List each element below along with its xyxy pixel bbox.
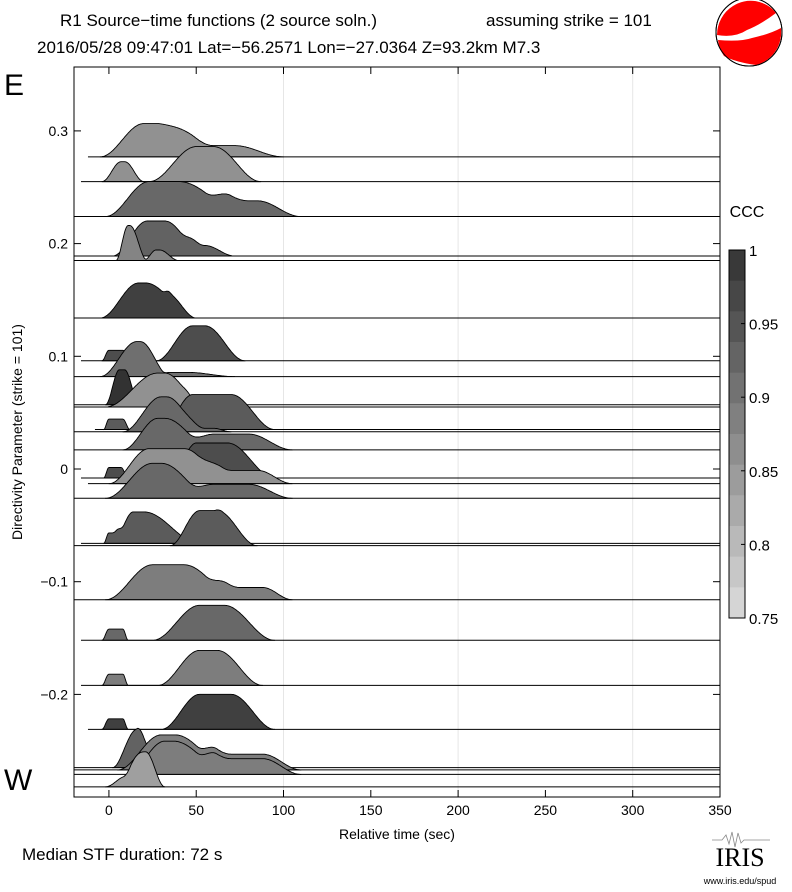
- stf-trace: [74, 417, 720, 451]
- x-axis-label: Relative time (sec): [339, 826, 455, 842]
- colorbar-step: [729, 495, 745, 527]
- colorbar-step: [729, 250, 745, 282]
- colorbar-step: [729, 556, 745, 588]
- y-tick-label: 0.3: [49, 123, 69, 139]
- east-label: E: [4, 69, 24, 102]
- stf-trace: [74, 740, 720, 775]
- stf-pulse: [99, 341, 236, 378]
- colorbar-tick-label: 1: [749, 243, 757, 260]
- colorbar-step: [729, 526, 745, 558]
- colorbar-step: [729, 434, 745, 466]
- stf-trace: [74, 341, 720, 378]
- stf-pulse: [104, 181, 302, 218]
- stf-pulse: [104, 372, 206, 408]
- x-tick-label: 300: [621, 802, 645, 818]
- stf-pulse: [101, 649, 264, 686]
- y-tick-label: −0.1: [40, 574, 68, 590]
- stf-trace: [74, 181, 720, 218]
- stf-pulse: [125, 740, 302, 775]
- figure-title: R1 Source−time functions (2 source soln.…: [60, 11, 377, 30]
- colorbar-tick-label: 0.9: [749, 390, 770, 407]
- stf-pulse: [104, 751, 166, 788]
- stf-pulse: [169, 509, 258, 547]
- stf-pulse: [104, 564, 293, 601]
- stf-pulse: [122, 417, 293, 451]
- x-tick-label: 0: [105, 802, 113, 818]
- stf-pulse: [101, 146, 262, 183]
- stf-trace: [87, 693, 720, 730]
- colorbar-step: [729, 464, 745, 496]
- stf-trace: [80, 604, 720, 641]
- x-tick-label: 200: [446, 802, 470, 818]
- stf-traces: [74, 123, 720, 788]
- colorbar-step: [729, 403, 745, 435]
- stf-trace: [74, 282, 720, 319]
- stf-pulse: [104, 462, 293, 499]
- y-axis: 0.3 0.2 0.1 0 −0.1 −0.2: [40, 123, 720, 702]
- colorbar-tick-label: 0.8: [749, 537, 770, 554]
- colorbar-step: [729, 280, 745, 312]
- stf-pulse: [99, 123, 284, 158]
- median-duration: Median STF duration: 72 s: [22, 845, 222, 864]
- y-tick-label: −0.2: [40, 686, 68, 702]
- stf-trace: [80, 146, 720, 183]
- stf-trace: [87, 123, 720, 158]
- stf-trace: [80, 325, 720, 362]
- stf-trace: [74, 509, 720, 547]
- iris-logo: IRIS www.iris.edu/spud: [703, 831, 777, 886]
- stf-trace: [74, 751, 720, 788]
- y-axis-label: Directivity Parameter (strike = 101): [9, 324, 25, 540]
- colorbar-frame: [728, 249, 746, 619]
- x-tick-label: 250: [534, 802, 558, 818]
- stf-pulse: [101, 693, 276, 730]
- stf-pulse: [115, 225, 180, 261]
- west-label: W: [4, 764, 33, 797]
- stf-pulse: [99, 282, 197, 319]
- y-tick-label: 0.1: [49, 348, 69, 364]
- stf-trace: [74, 564, 720, 601]
- x-tick-label: 50: [188, 802, 204, 818]
- x-tick-label: 350: [708, 802, 732, 818]
- beachball-icon: [715, 0, 783, 67]
- colorbar-step: [729, 311, 745, 343]
- stf-trace: [80, 649, 720, 686]
- x-tick-label: 150: [359, 802, 383, 818]
- colorbar-tick-label: 0.75: [749, 611, 778, 628]
- strike-note: assuming strike = 101: [486, 11, 652, 30]
- colorbar-step: [729, 372, 745, 404]
- colorbar-tick-label: 0.95: [749, 317, 778, 334]
- colorbar-step: [729, 587, 745, 619]
- plot-frame: [73, 66, 721, 798]
- y-tick-label: 0.2: [49, 236, 69, 252]
- stf-trace: [74, 220, 720, 257]
- y-tick-label: 0: [60, 461, 68, 477]
- colorbar-label: CCC: [730, 204, 765, 221]
- colorbar-tick-label: 0.85: [749, 464, 778, 481]
- iris-logo-text: IRIS: [715, 843, 764, 872]
- stf-trace: [80, 511, 720, 544]
- stf-trace: [74, 462, 720, 499]
- stf-pulse: [101, 604, 276, 641]
- x-axis: 0 50 100 150 200 250 300 350: [105, 67, 732, 818]
- colorbar-step: [729, 342, 745, 374]
- iris-url: www.iris.edu/spud: [703, 876, 777, 886]
- ccc-colorbar: 1 0.95 0.9 0.85 0.8 0.75: [728, 243, 778, 628]
- stf-trace: [74, 225, 720, 262]
- event-info: 2016/05/28 09:47:01 Lat=−56.2571 Lon=−27…: [37, 38, 540, 57]
- x-tick-label: 100: [272, 802, 296, 818]
